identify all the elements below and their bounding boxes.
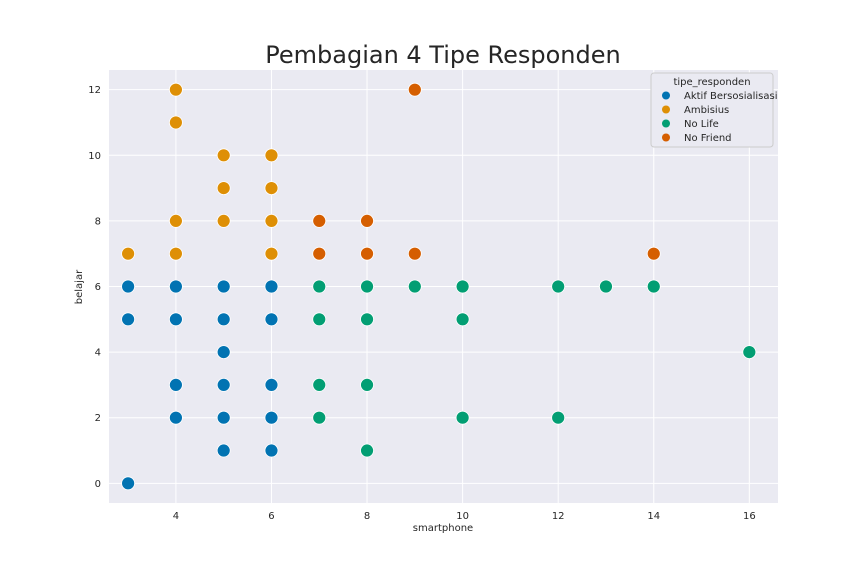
data-point (742, 345, 757, 360)
y-axis-label: belajar (74, 269, 85, 304)
data-point (360, 279, 374, 294)
series-0 (121, 279, 279, 491)
legend-marker (662, 133, 670, 142)
legend-marker (662, 105, 670, 114)
data-point (216, 181, 231, 195)
data-point (360, 443, 374, 458)
data-point (312, 279, 327, 294)
legend-marker (662, 119, 670, 128)
data-point (312, 246, 327, 261)
data-point (168, 213, 183, 228)
data-point (264, 279, 279, 294)
data-point (216, 378, 231, 392)
data-point (264, 378, 279, 392)
data-point (168, 410, 183, 425)
data-point (455, 410, 470, 425)
x-tick-label: 8 (364, 511, 370, 522)
y-tick-label: 2 (95, 413, 101, 424)
data-point (646, 279, 661, 294)
legend-box (650, 72, 774, 148)
data-point (216, 410, 231, 425)
series-1 (121, 82, 279, 261)
data-point (168, 82, 183, 97)
data-point (551, 410, 566, 425)
data-point (407, 82, 422, 97)
data-point (312, 312, 327, 327)
data-point (407, 246, 422, 261)
x-tick-label: 16 (743, 511, 756, 522)
x-tick-label: 10 (456, 511, 469, 522)
legend-marker (662, 91, 670, 100)
data-point (121, 279, 136, 294)
chart-title: Pembagian 4 Tipe Responden (265, 41, 620, 69)
y-axis-ticks: 0 2 4 6 8 10 12 (88, 85, 101, 490)
y-tick-label: 12 (88, 85, 101, 96)
data-point (264, 148, 279, 163)
data-point (216, 443, 231, 458)
data-point (360, 312, 374, 327)
data-point (312, 410, 327, 425)
y-tick-label: 8 (95, 216, 101, 227)
data-point (407, 279, 422, 294)
data-point (264, 246, 279, 261)
x-axis-label: smartphone (413, 523, 473, 534)
y-tick-label: 4 (95, 348, 101, 359)
data-point (168, 312, 183, 327)
data-point (216, 213, 231, 228)
series-2 (312, 279, 757, 458)
legend-entry: Aktif Bersosialisasi (684, 91, 777, 102)
x-axis-ticks: 4 6 8 10 12 14 16 (173, 511, 756, 522)
y-tick-label: 10 (88, 151, 101, 162)
data-point (168, 115, 183, 130)
data-point (264, 312, 279, 327)
data-point (312, 378, 327, 392)
data-point (360, 246, 374, 261)
data-point (168, 279, 183, 294)
data-point (360, 213, 374, 228)
y-tick-label: 6 (95, 282, 101, 293)
data-point (360, 378, 374, 392)
x-tick-label: 12 (552, 511, 565, 522)
legend-entry: No Friend (684, 133, 732, 144)
y-tick-label: 0 (95, 479, 101, 490)
data-point (121, 312, 136, 327)
x-tick-label: 4 (173, 511, 179, 522)
data-point (216, 148, 231, 163)
data-point (121, 246, 136, 261)
data-point (264, 410, 279, 425)
data-point (216, 345, 231, 360)
data-point (551, 279, 566, 294)
data-point (216, 312, 231, 327)
data-point (264, 181, 279, 195)
data-point (455, 312, 470, 327)
series-3 (312, 82, 661, 261)
legend-title: tipe_responden (673, 77, 750, 88)
x-tick-label: 14 (647, 511, 660, 522)
data-points (121, 82, 757, 491)
legend-entry: Ambisius (684, 105, 729, 116)
data-point (264, 213, 279, 228)
data-point (168, 378, 183, 392)
data-point (264, 443, 279, 458)
data-point (312, 213, 327, 228)
x-tick-label: 6 (268, 511, 274, 522)
legend-entry: No Life (684, 119, 719, 130)
legend: tipe_responden Aktif Bersosialisasi Ambis… (650, 72, 777, 148)
data-point (455, 279, 470, 294)
data-point (168, 246, 183, 261)
data-point (599, 279, 613, 294)
data-point (646, 246, 661, 261)
data-point (121, 476, 136, 491)
data-point (216, 279, 231, 294)
